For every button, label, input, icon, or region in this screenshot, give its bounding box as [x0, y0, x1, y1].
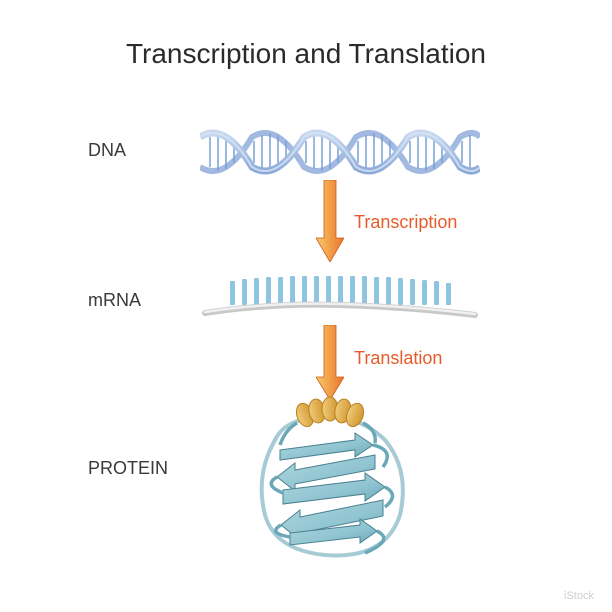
transcription-label: Transcription	[354, 212, 457, 233]
mrna-strand	[200, 275, 480, 323]
dna-label: DNA	[88, 140, 126, 161]
mrna-label: mRNA	[88, 290, 141, 311]
dna-helix	[200, 125, 480, 180]
translation-label: Translation	[354, 348, 442, 369]
protein-label: PROTEIN	[88, 458, 168, 479]
transcription-arrow	[316, 180, 344, 262]
watermark: iStock	[564, 590, 594, 602]
translation-arrow	[316, 325, 344, 400]
protein-structure	[245, 395, 415, 565]
diagram-title: Transcription and Translation	[0, 0, 612, 70]
